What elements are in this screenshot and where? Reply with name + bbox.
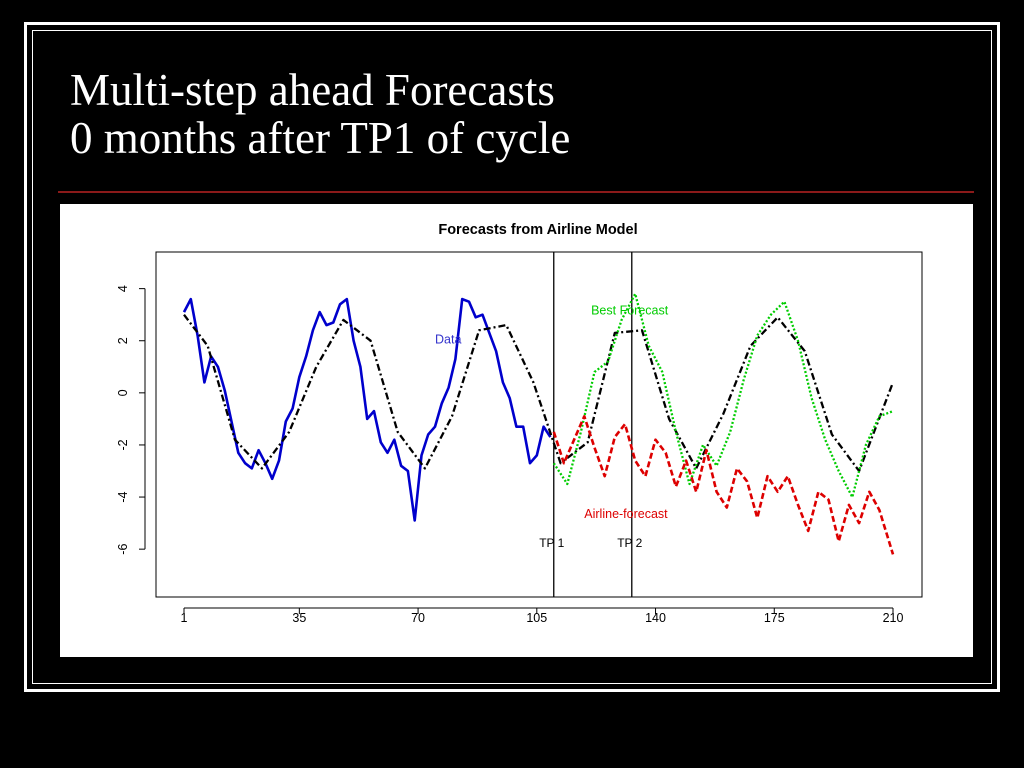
chart-title: Forecasts from Airline Model <box>438 222 637 238</box>
series-fitted <box>183 314 895 473</box>
slide-outer-frame <box>24 22 1000 692</box>
y-tick-label: 0 <box>116 389 130 396</box>
series-data <box>182 297 552 522</box>
series-airline-forecast <box>552 415 895 555</box>
x-tick-label: 210 <box>883 611 904 625</box>
x-tick-label: 175 <box>764 611 785 625</box>
slide-title: Multi-step ahead Forecasts 0 months afte… <box>70 66 570 162</box>
x-tick-label: 35 <box>292 611 306 625</box>
x-tick-label: 70 <box>411 611 425 625</box>
chart-panel: Forecasts from Airline Model 1 35 70 105 140… <box>60 204 973 657</box>
y-tick-label: 4 <box>116 285 130 292</box>
title-divider <box>58 191 974 193</box>
y-tick-label: 2 <box>116 337 130 344</box>
series-best-forecast <box>552 292 894 499</box>
plot-area-border <box>155 251 923 598</box>
forecast-chart: Forecasts from Airline Model 1 35 70 105 140… <box>116 222 923 625</box>
annotation-label: Airline-forecast <box>584 507 668 521</box>
turning-point-label: TP 1 <box>539 536 564 550</box>
annotation-label: Data <box>435 332 461 346</box>
turning-point-label: TP 2 <box>617 536 642 550</box>
slide-title-line-1: Multi-step ahead Forecasts <box>70 65 555 115</box>
y-tick-label: -4 <box>116 491 130 502</box>
annotation-label: Best Forecast <box>591 304 669 318</box>
slide-title-line-2: 0 months after TP1 of cycle <box>70 113 571 163</box>
y-tick-label: -2 <box>116 439 130 450</box>
slide-inner-frame <box>32 30 992 684</box>
x-tick-label: 105 <box>526 611 547 625</box>
y-tick-label: -6 <box>116 544 130 555</box>
x-tick-label: 140 <box>645 611 666 625</box>
x-tick-label: 1 <box>181 611 188 625</box>
